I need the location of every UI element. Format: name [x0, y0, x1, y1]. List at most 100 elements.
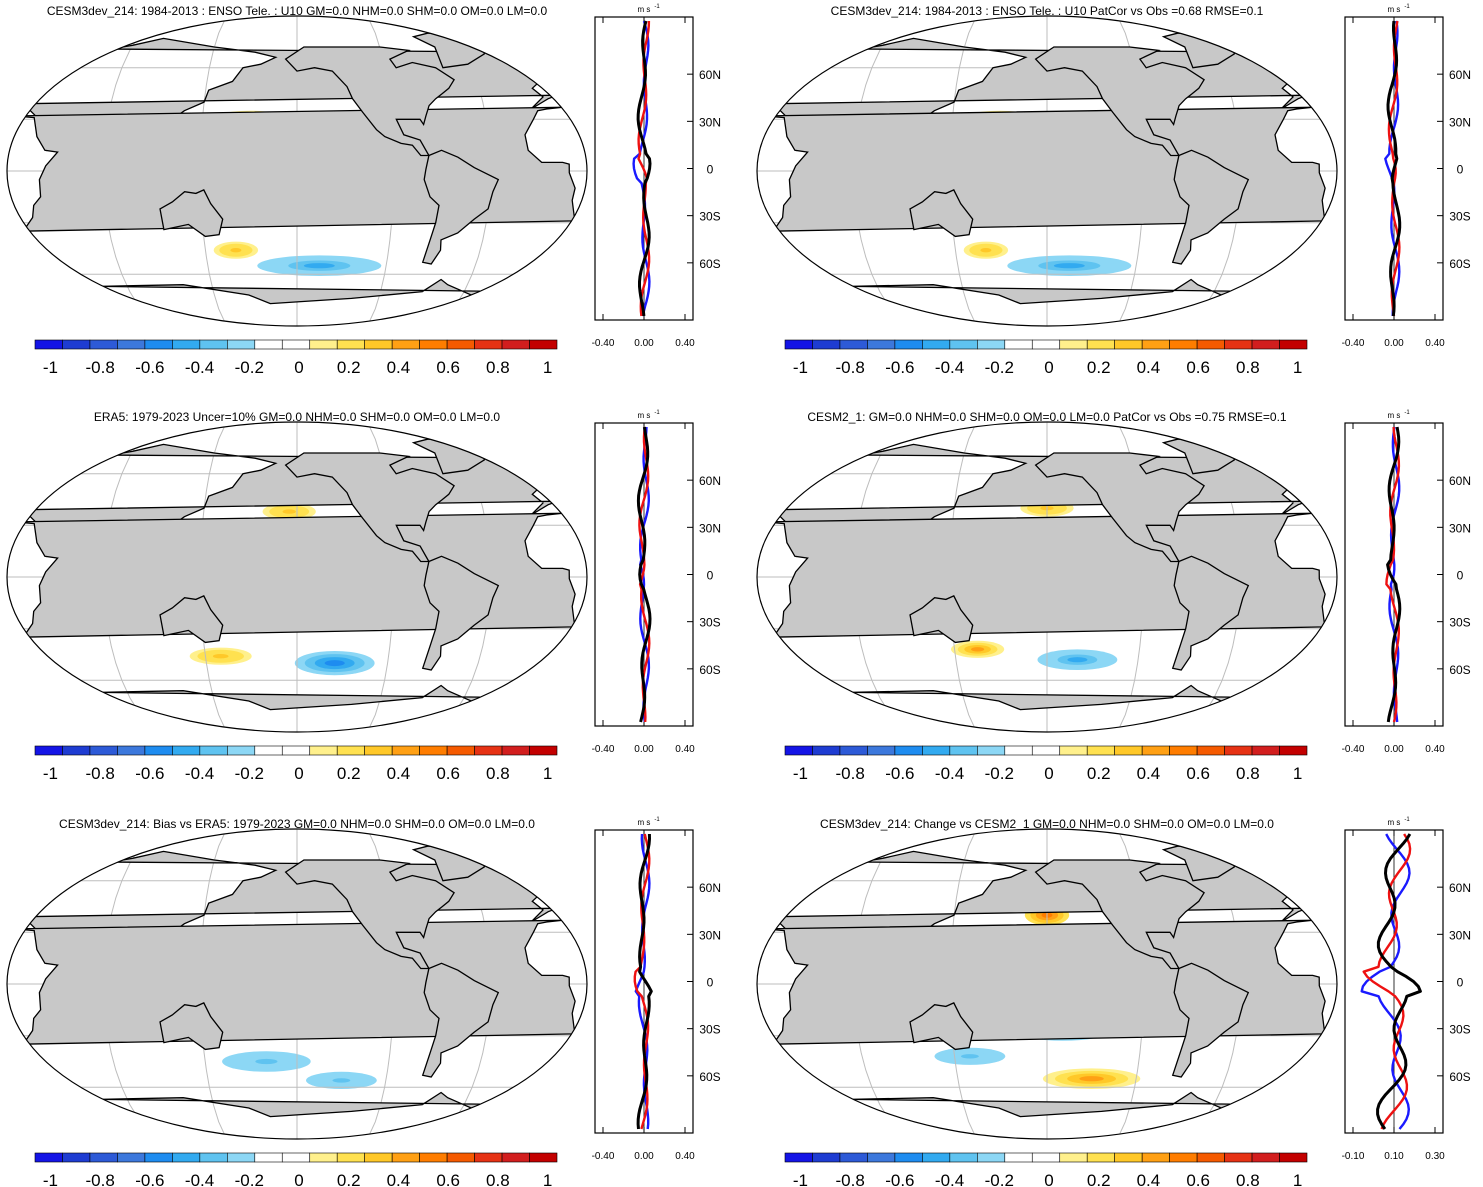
colorbar-swatch [89, 745, 118, 756]
colorbar-swatch [144, 339, 173, 350]
profile-lat-label: 60S [1449, 1070, 1470, 1084]
colorbar-swatch [922, 745, 951, 756]
africa-landmass [764, 106, 1326, 232]
colorbar-swatch [1169, 339, 1198, 350]
colorbar-tick-label: 1 [1293, 358, 1302, 377]
colorbar-tick-label: -1 [793, 764, 808, 783]
colorbar-swatch [1086, 745, 1115, 756]
colorbar-swatch [227, 339, 256, 350]
colorbar-swatch [1141, 745, 1170, 756]
colorbar-tick-label: 1 [1293, 1171, 1302, 1187]
colorbar-swatch [1251, 1152, 1280, 1163]
panel-2: CESM3dev_214: 1984-2013 : ENSO Tele. : U… [756, 4, 1471, 377]
profile-x-tick-label: 0.40 [675, 338, 695, 349]
colorbar-tick-label: 0 [1044, 764, 1053, 783]
profile-x-tick-label: -0.10 [1342, 1151, 1365, 1162]
colorbar-swatch [117, 745, 146, 756]
colorbar-swatch [812, 745, 841, 756]
profile-lat-label: 60N [699, 68, 721, 82]
colorbar-tick-label: 0.8 [486, 358, 510, 377]
colorbar-tick-label: -1 [43, 358, 58, 377]
profile-lat-label: 30S [699, 616, 720, 630]
colorbar-swatch [1031, 339, 1061, 350]
profile-lat-label: 60N [1449, 881, 1471, 895]
colorbar-swatch [281, 1152, 311, 1163]
colorbar-swatch [364, 339, 393, 350]
profile-x-tick-label: 0.00 [634, 744, 654, 755]
north-america-landmass [1034, 859, 1205, 970]
australia-landmass [159, 595, 224, 644]
map-border [756, 421, 1338, 733]
anomaly-contour [1079, 1076, 1104, 1082]
map-border [6, 828, 588, 1140]
colorbar-tick-label: 0 [294, 764, 303, 783]
world-map [757, 422, 1337, 732]
profile-lat-label: 30N [1449, 115, 1471, 129]
colorbar-swatch [922, 339, 951, 350]
colorbar-tick-label: -1 [793, 1171, 808, 1187]
colorbar-tick-label: 0.6 [436, 764, 460, 783]
colorbar-swatch [1086, 339, 1115, 350]
profile-lat-label: 30N [699, 928, 721, 942]
profile-lat-label: 30S [1449, 616, 1470, 630]
colorbar-tick-label: -0.6 [135, 1171, 164, 1187]
colorbar-swatch [949, 1152, 978, 1163]
australia-landmass [909, 595, 974, 644]
colorbar-tick-label: 0.4 [1137, 764, 1161, 783]
colorbar-tick-label: 0.2 [1087, 764, 1111, 783]
colorbar-tick-label: 0.2 [337, 358, 361, 377]
colorbar-tick-label: -1 [43, 1171, 58, 1187]
zonal-mean-profile: -0.40 0.00 0.40 m s -1 60N 30N 0 30S 60S [1342, 410, 1471, 755]
colorbar-tick-label: -0.2 [235, 764, 264, 783]
colorbar-tick-label: -0.6 [885, 358, 914, 377]
colorbar-swatch [784, 339, 813, 350]
colorbar-swatch [1031, 1152, 1061, 1163]
profile-lat-label: 30N [1449, 521, 1471, 535]
colorbar-swatch [34, 1152, 63, 1163]
colorbar-swatch [529, 1152, 558, 1163]
colorbar-tick-label: -0.6 [135, 764, 164, 783]
colorbar-tick-label: -0.8 [835, 358, 864, 377]
colorbar-swatch [501, 1152, 530, 1163]
colorbar-tick-label: -0.8 [85, 764, 114, 783]
colorbar-swatch [812, 1152, 841, 1163]
profile-line-black [1376, 833, 1422, 1130]
africa-landmass [764, 512, 1326, 638]
colorbar-swatch [474, 1152, 503, 1163]
colorbar-swatch [89, 1152, 118, 1163]
colorbar-swatch [227, 1152, 256, 1163]
world-map [757, 16, 1337, 326]
colorbar-tick-label: 0 [1044, 1171, 1053, 1187]
colorbar-swatch [839, 745, 868, 756]
colorbar-swatch [1196, 1152, 1225, 1163]
panel-4: CESM2_1: GM=0.0 NHM=0.0 SHM=0.0 OM=0.0 L… [756, 410, 1471, 783]
south-america-landmass [421, 555, 500, 671]
map-border [756, 15, 1338, 327]
colorbar-swatch [1004, 1152, 1033, 1163]
panel-1: CESM3dev_214: 1984-2013 : ENSO Tele. : U… [6, 4, 721, 377]
colorbar-swatch [1224, 339, 1253, 350]
australia-landmass [909, 189, 974, 238]
profile-lat-label: 60S [699, 1070, 720, 1084]
profile-x-tick-label: 0.00 [634, 1151, 654, 1162]
colorbar-swatch [949, 745, 978, 756]
colorbar-tick-label: 0.4 [387, 764, 411, 783]
colorbar: -1 -0.8 -0.6 -0.4 -0.2 0 0.2 0.4 0.6 0.8 1 [784, 1152, 1308, 1187]
panel-5: CESM3dev_214: Bias vs ERA5: 1979-2023 GM… [6, 817, 721, 1187]
australia-landmass [909, 1002, 974, 1051]
panel-3: ERA5: 1979-2023 Uncer=10% GM=0.0 NHM=0.0… [6, 410, 721, 783]
profile-lat-label: 0 [707, 569, 714, 583]
profile-line-red [1362, 833, 1412, 1130]
colorbar-tick-label: 1 [1293, 764, 1302, 783]
colorbar-tick-label: -0.4 [935, 358, 964, 377]
profile-lat-label: 60S [1449, 257, 1470, 271]
profile-x-tick-label: 0.40 [675, 1151, 695, 1162]
anomaly-contour [1053, 263, 1085, 269]
colorbar-swatch [839, 339, 868, 350]
africa-landmass [14, 106, 576, 232]
colorbar-swatch [977, 1152, 1006, 1163]
colorbar-swatch [1224, 745, 1253, 756]
colorbar-swatch [364, 745, 393, 756]
profile-line-black [636, 20, 652, 317]
colorbar-tick-label: -0.2 [985, 764, 1014, 783]
